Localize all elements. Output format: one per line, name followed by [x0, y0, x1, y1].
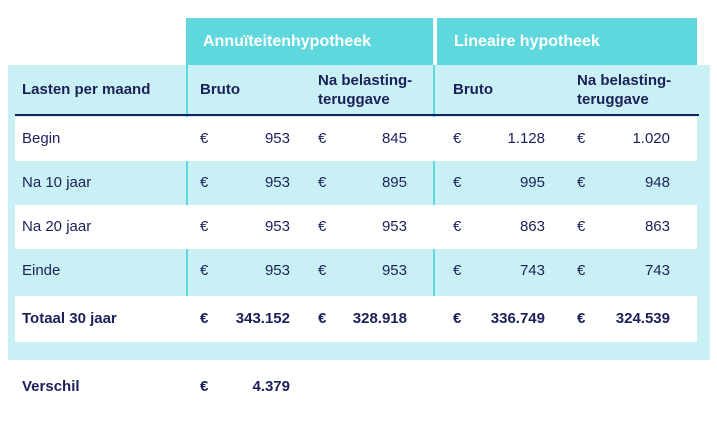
column-separator-middle [433, 65, 435, 342]
cell-value: 953 [381, 262, 407, 279]
cell-value: 1.020 [632, 130, 670, 147]
euro-symbol: € [200, 130, 209, 147]
cell-value: 953 [381, 218, 407, 235]
cell-value: 845 [381, 130, 407, 147]
euro-symbol: € [577, 130, 586, 147]
euro-symbol: € [200, 262, 209, 279]
euro-symbol: € [577, 218, 586, 235]
cell-value: 743 [519, 262, 545, 279]
table-row-totaal-30-jaar: Totaal 30 jaar € 343.152 € 328.918 € 336… [0, 296, 717, 342]
euro-symbol: € [318, 174, 327, 191]
column-header-na-belastingteruggave-annuiteiten: Na belasting- teruggave [318, 72, 413, 108]
euro-symbol: € [577, 310, 586, 327]
euro-symbol: € [200, 174, 209, 191]
cell-value: 953 [264, 262, 290, 279]
cell-value: 995 [519, 174, 545, 191]
column-separator-left [186, 65, 188, 342]
cell-value: 953 [264, 130, 290, 147]
row-background [15, 205, 697, 249]
cell-value: 1.128 [507, 130, 545, 147]
verschil-label: Verschil [22, 378, 80, 395]
euro-symbol: € [453, 174, 462, 191]
verschil-row: Verschil € 4.379 [0, 372, 717, 402]
cell-value: 863 [644, 218, 670, 235]
row-label: Totaal 30 jaar [22, 310, 117, 327]
euro-symbol: € [318, 130, 327, 147]
cell-value: 895 [381, 174, 407, 191]
table-row-na-10-jaar: Na 10 jaar € 953 € 895 € 995 € 948 [0, 161, 717, 205]
table-row-na-20-jaar: Na 20 jaar € 953 € 953 € 863 € 863 [0, 205, 717, 249]
row-background [15, 296, 697, 342]
euro-symbol: € [453, 262, 462, 279]
cell-value: 324.539 [615, 310, 670, 327]
column-header-na-belastingteruggave-lineair: Na belasting- teruggave [577, 72, 672, 108]
cell-value: 948 [644, 174, 670, 191]
column-header-bruto-annuiteiten: Bruto [200, 81, 240, 98]
cell-value: 863 [519, 218, 545, 235]
euro-symbol: € [453, 310, 462, 327]
euro-symbol: € [200, 310, 209, 327]
table-row-begin: Begin € 953 € 845 € 1.128 € 1.020 [0, 117, 717, 161]
euro-symbol: € [318, 262, 327, 279]
cell-value: 953 [264, 218, 290, 235]
cell-value: 343.152 [235, 310, 290, 327]
cell-value: 328.918 [352, 310, 407, 327]
column-header-lasten-per-maand: Lasten per maand [22, 81, 151, 98]
euro-symbol: € [453, 130, 462, 147]
row-background [15, 117, 697, 161]
row-label: Einde [22, 262, 61, 279]
euro-symbol: € [200, 218, 209, 235]
row-label: Na 20 jaar [22, 218, 92, 235]
column-header-bruto-lineair: Bruto [453, 81, 493, 98]
euro-symbol: € [200, 378, 209, 395]
euro-symbol: € [318, 218, 327, 235]
euro-symbol: € [318, 310, 327, 327]
euro-symbol: € [577, 174, 586, 191]
euro-symbol: € [453, 218, 462, 235]
group-header-lineaire-hypotheek: Lineaire hypotheek [437, 18, 697, 65]
cell-value: 336.749 [490, 310, 545, 327]
group-header-annuiteitenhypotheek: Annuïteitenhypotheek [186, 18, 433, 65]
row-label: Begin [22, 130, 61, 147]
cell-value: 743 [644, 262, 670, 279]
verschil-value: 4.379 [252, 378, 290, 395]
euro-symbol: € [577, 262, 586, 279]
header-underline [15, 114, 699, 116]
cell-value: 953 [264, 174, 290, 191]
row-label: Na 10 jaar [22, 174, 92, 191]
table-row-einde: Einde € 953 € 953 € 743 € 743 [0, 249, 717, 293]
